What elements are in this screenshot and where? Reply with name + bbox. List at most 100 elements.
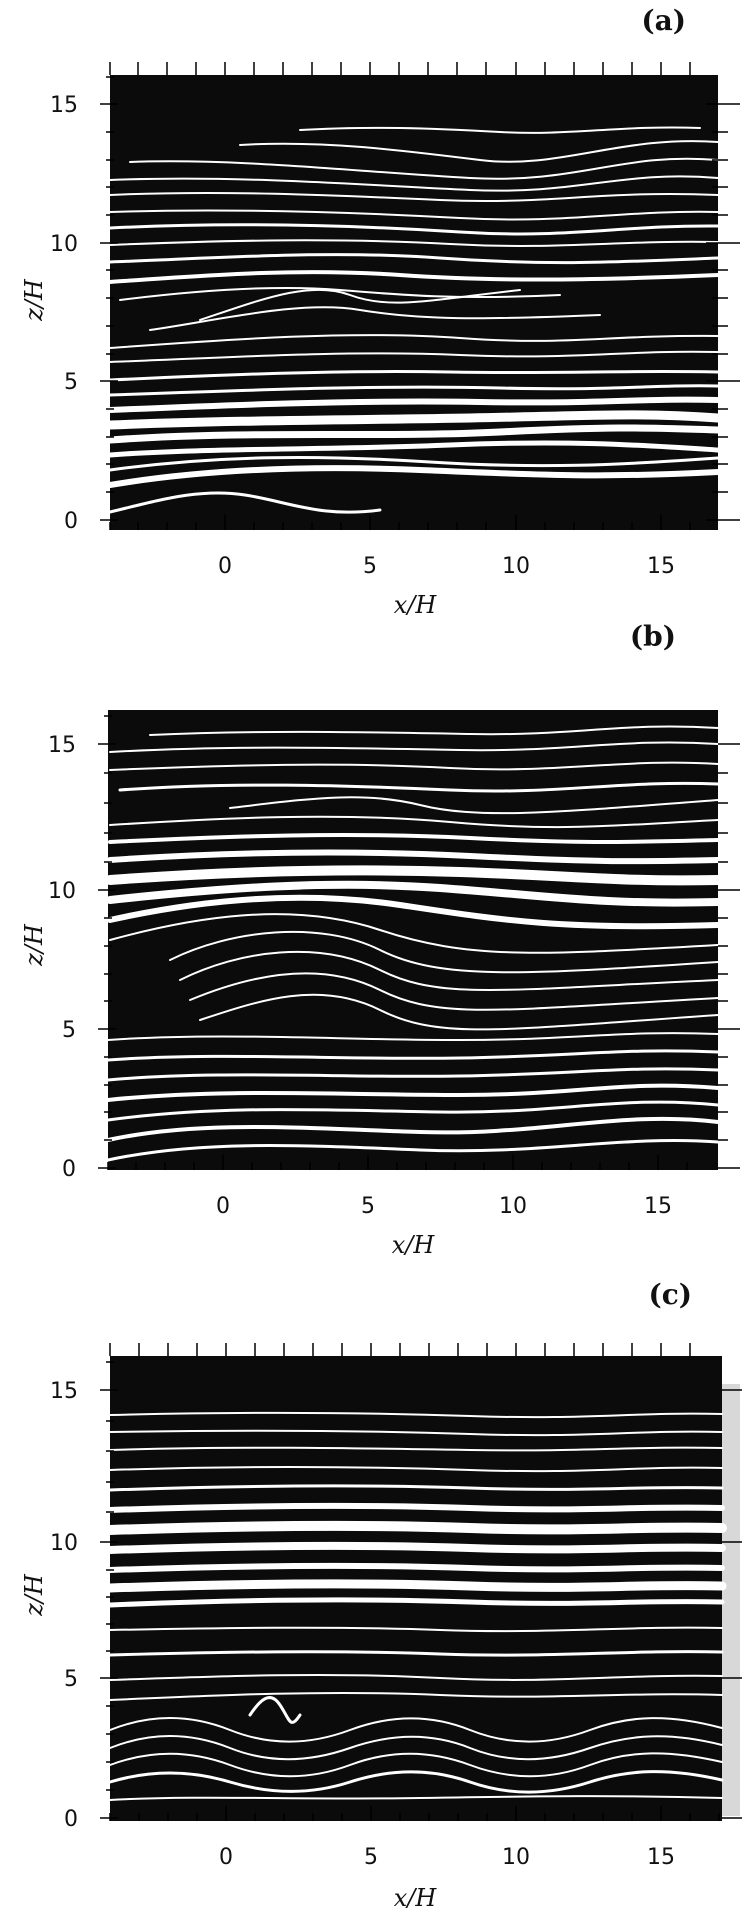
y-tick-label: 15 xyxy=(48,733,76,758)
y-tick-label: 0 xyxy=(64,509,78,534)
streak xyxy=(109,741,719,753)
streak xyxy=(106,1100,720,1122)
streak xyxy=(108,223,720,236)
panel-c-plot xyxy=(105,1356,740,1821)
panel-b-x-axis-title: x/H xyxy=(392,1231,436,1259)
streak xyxy=(119,287,561,301)
streak xyxy=(109,239,719,247)
streak xyxy=(109,1795,723,1801)
streak xyxy=(109,1673,723,1681)
streak xyxy=(109,1466,723,1473)
panel-b-streamlines xyxy=(105,725,723,1162)
panel-a-y-ticks xyxy=(100,76,740,521)
streak xyxy=(106,1083,720,1102)
streak xyxy=(106,880,722,907)
streak xyxy=(107,1032,719,1042)
y-tick-label: 10 xyxy=(50,232,78,257)
streak xyxy=(106,424,722,444)
streak xyxy=(109,761,719,771)
streak xyxy=(107,894,721,930)
streak xyxy=(179,950,719,991)
panel-b-label: (b) xyxy=(630,620,676,653)
streak xyxy=(108,384,720,397)
streak xyxy=(105,1579,727,1593)
streak xyxy=(107,396,721,413)
streak xyxy=(108,833,720,844)
streak xyxy=(248,1696,302,1724)
panel-a-label: (a) xyxy=(641,4,686,37)
streak xyxy=(108,270,720,284)
panel-c: (c) xyxy=(20,1278,742,1912)
y-tick-label: 10 xyxy=(48,879,76,904)
streak xyxy=(109,1717,723,1743)
x-tick-label: 5 xyxy=(361,1194,375,1219)
y-tick-label: 5 xyxy=(64,370,78,395)
y-tick-label: 0 xyxy=(62,1157,76,1182)
panel-b-tick-labels: 0 5 10 15 0 5 10 15 xyxy=(48,733,672,1219)
streak xyxy=(169,930,719,974)
streak xyxy=(108,1484,724,1492)
panel-c-y-ticks xyxy=(100,1361,742,1819)
streak xyxy=(199,993,719,1031)
streak xyxy=(109,1626,723,1633)
panel-c-x-axis-title: x/H xyxy=(394,1884,438,1912)
streak xyxy=(199,288,521,321)
y-tick-label: 10 xyxy=(50,1531,78,1556)
streak xyxy=(109,334,719,349)
streak xyxy=(229,796,719,815)
panel-b-y-ticks xyxy=(98,715,740,1169)
x-tick-label: 10 xyxy=(502,554,530,579)
streak xyxy=(107,1502,725,1513)
streak xyxy=(106,1049,720,1062)
panel-a-y-axis-title: z/H xyxy=(20,278,48,322)
panel-c-label: (c) xyxy=(648,1278,692,1311)
x-tick-label: 5 xyxy=(363,554,377,579)
streak xyxy=(108,369,720,382)
streak xyxy=(108,1650,724,1657)
x-tick-label: 5 xyxy=(364,1845,378,1870)
panel-c-y-axis-title: z/H xyxy=(20,1573,48,1617)
streak xyxy=(109,1446,723,1452)
streak xyxy=(109,1735,723,1761)
streak xyxy=(109,1429,723,1437)
streak xyxy=(109,1411,723,1419)
streak xyxy=(149,306,601,331)
x-tick-label: 0 xyxy=(219,1845,233,1870)
streak xyxy=(106,1139,720,1162)
panel-b-x-ticks xyxy=(107,1155,688,1170)
x-tick-label: 15 xyxy=(644,1194,672,1219)
panel-a-tick-labels: 0 5 10 15 0 5 10 15 xyxy=(50,93,675,579)
streak xyxy=(109,209,719,221)
x-tick-label: 10 xyxy=(499,1194,527,1219)
streak xyxy=(105,410,723,430)
x-tick-label: 10 xyxy=(502,1845,530,1870)
panel-b-plot xyxy=(105,710,723,1170)
x-tick-label: 15 xyxy=(647,1845,675,1870)
streak xyxy=(106,1116,720,1142)
panel-b: (b) xyxy=(20,620,740,1259)
y-tick-label: 5 xyxy=(64,1667,78,1692)
streak xyxy=(105,1520,727,1535)
panel-b-y-axis-title: z/H xyxy=(20,923,48,967)
streak xyxy=(299,126,701,134)
panel-c-tick-labels: 0 5 10 15 0 5 10 15 xyxy=(50,1379,675,1870)
streak xyxy=(189,972,719,1011)
streak xyxy=(108,1770,724,1794)
x-tick-label: 0 xyxy=(218,554,232,579)
y-tick-label: 15 xyxy=(50,93,78,118)
streak xyxy=(109,191,719,202)
streak xyxy=(107,1562,725,1573)
streak xyxy=(107,1597,725,1608)
y-tick-label: 0 xyxy=(64,1807,78,1832)
streak xyxy=(106,1541,726,1554)
panel-a-streamlines xyxy=(105,126,723,514)
streak xyxy=(107,465,721,488)
streak xyxy=(129,157,719,180)
streak xyxy=(118,781,720,793)
y-tick-label: 15 xyxy=(50,1379,78,1404)
panel-a-plot xyxy=(105,75,723,530)
x-tick-label: 0 xyxy=(216,1194,230,1219)
streak xyxy=(108,491,382,514)
streak xyxy=(105,865,723,886)
x-tick-label: 15 xyxy=(647,554,675,579)
